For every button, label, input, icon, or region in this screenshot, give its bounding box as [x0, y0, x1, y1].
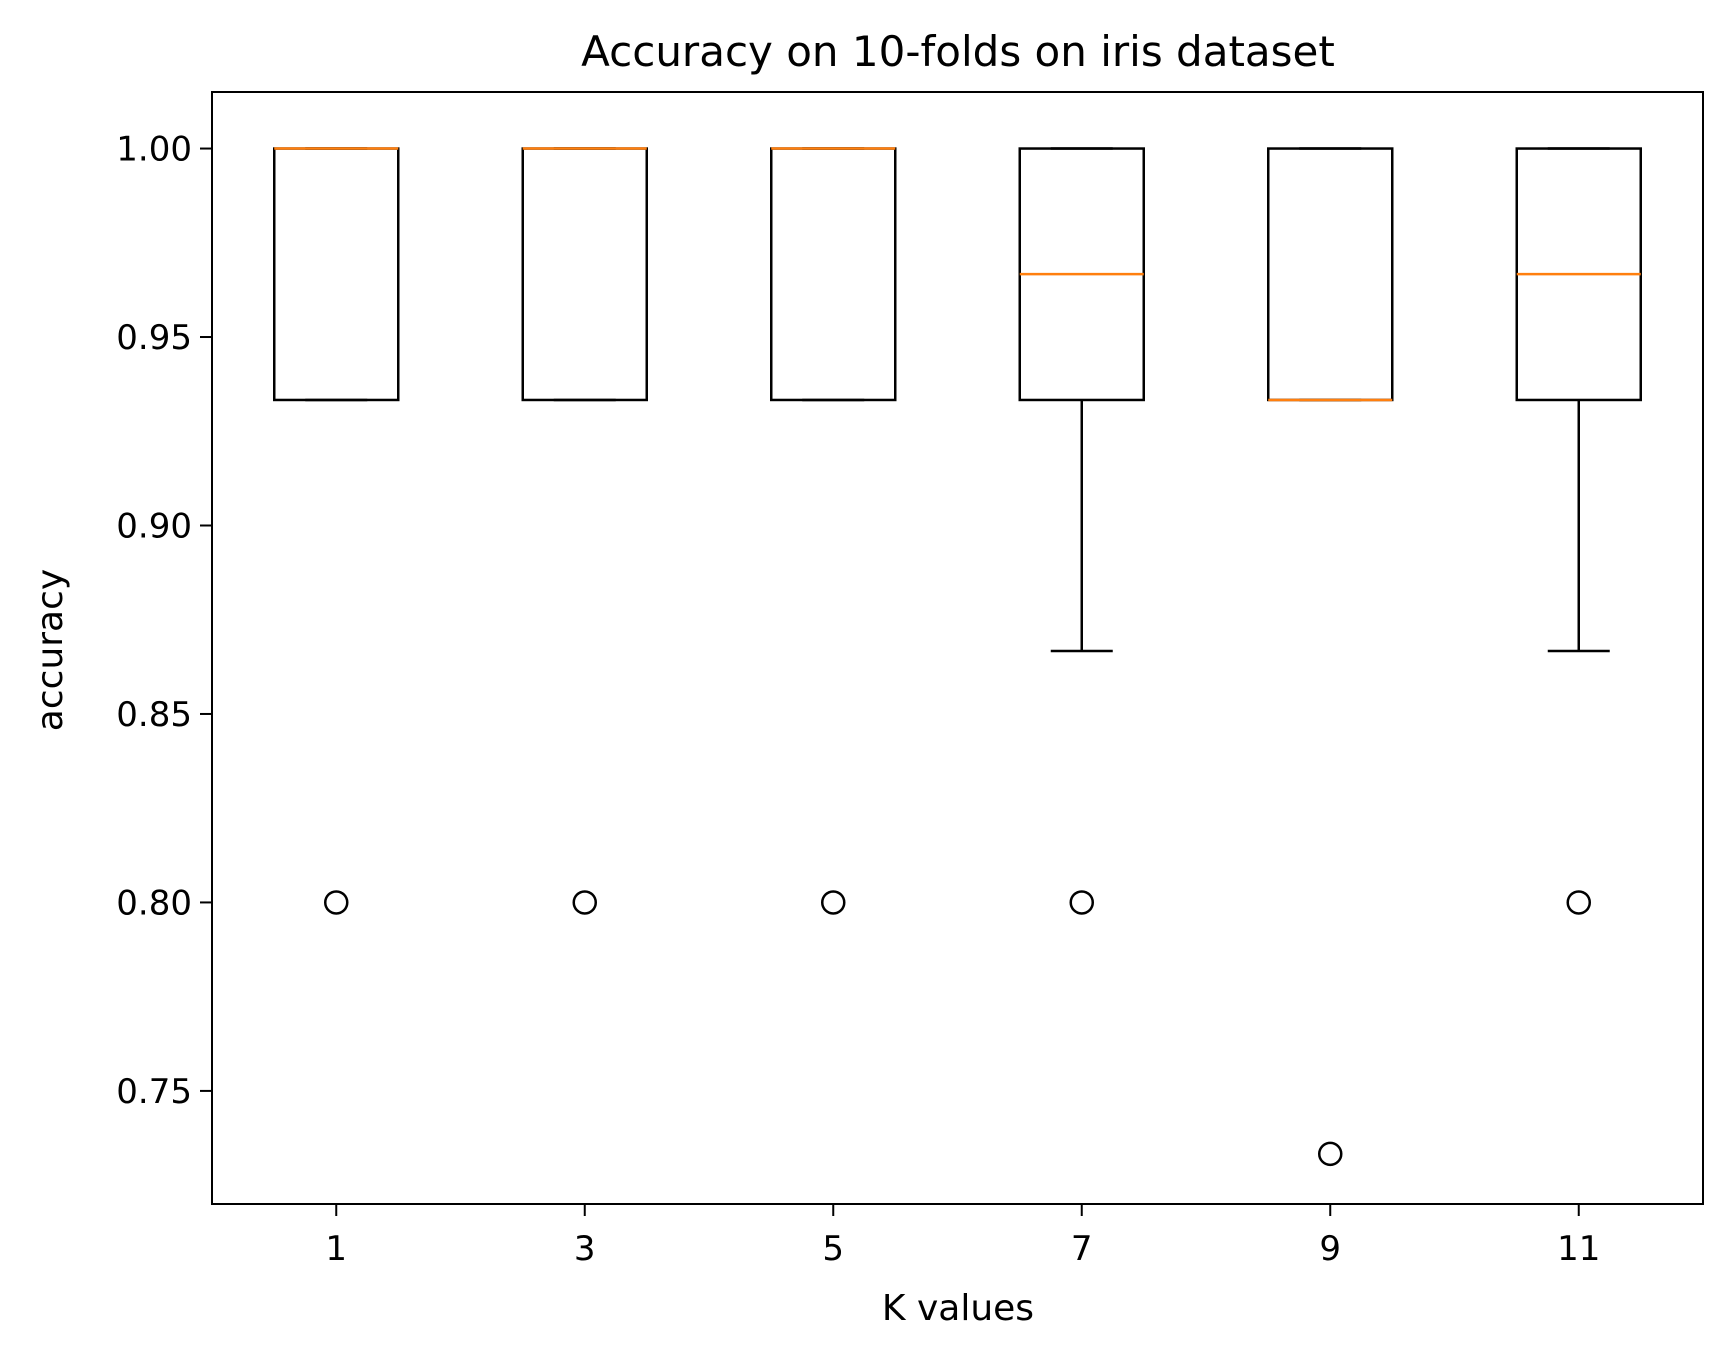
- y-axis-label: accuracy: [30, 569, 71, 731]
- outlier-point: [821, 890, 846, 915]
- y-tick-label: 0.90: [116, 506, 192, 546]
- y-tick-label: 0.85: [116, 695, 192, 735]
- iqr-box: [273, 147, 400, 402]
- x-tick-label: 3: [574, 1229, 596, 1269]
- x-axis-label: K values: [882, 1288, 1034, 1329]
- box-k-9: [1267, 147, 1394, 1167]
- x-tick-label: 7: [1071, 1229, 1093, 1269]
- outlier-point: [572, 890, 597, 915]
- box-k-1: [273, 147, 400, 915]
- x-tick-label: 1: [325, 1229, 347, 1269]
- box-k-5: [770, 147, 897, 915]
- outlier-point: [1069, 890, 1094, 915]
- y-tick-label: 1.00: [116, 130, 192, 170]
- iqr-box: [521, 147, 648, 402]
- y-tick-label: 0.95: [116, 318, 192, 358]
- plot-frame: [211, 91, 1704, 1205]
- box-k-7: [1018, 147, 1145, 915]
- chart-title: Accuracy on 10-folds on iris dataset: [581, 27, 1335, 76]
- outlier-point: [1566, 890, 1591, 915]
- x-tick-label: 5: [822, 1229, 844, 1269]
- outlier-point: [1318, 1141, 1343, 1167]
- x-tick-label: 9: [1319, 1229, 1341, 1269]
- x-tick-label: 11: [1557, 1229, 1600, 1269]
- y-tick-label: 0.75: [116, 1072, 192, 1112]
- box-k-3: [521, 147, 648, 915]
- outlier-point: [324, 890, 349, 915]
- iqr-box: [1267, 147, 1394, 402]
- iqr-box: [770, 147, 897, 402]
- y-tick-label: 0.80: [116, 883, 192, 923]
- box-k-11: [1515, 147, 1642, 915]
